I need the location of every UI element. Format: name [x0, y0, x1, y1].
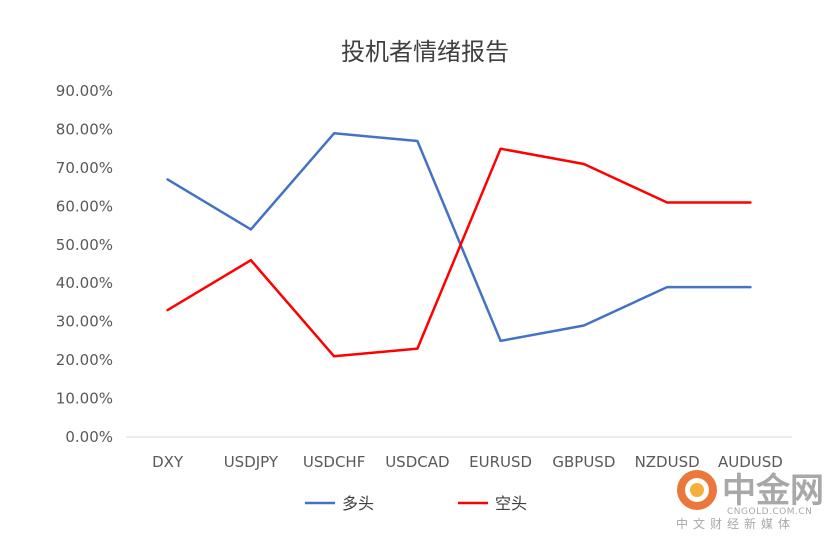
x-tick-label: USDCAD	[385, 453, 449, 471]
series-line-1	[166, 147, 752, 358]
x-tick-label: NZDUSD	[635, 453, 700, 471]
chart-title: 投机者情绪报告	[341, 38, 509, 66]
watermark-brand: 中金网	[722, 471, 824, 511]
x-tick-label: DXY	[152, 453, 184, 471]
y-tick-label: 0.00%	[65, 428, 113, 446]
watermark-logo-icon	[677, 470, 717, 510]
x-axis: DXY USDJPY USDCHF USDCAD EURUSD GBPUSD NZDUSD A…	[152, 453, 783, 471]
y-tick-label: 80.00%	[56, 120, 113, 138]
x-tick-label: AUDUSD	[718, 453, 783, 471]
y-tick-label: 90.00%	[56, 82, 113, 100]
y-tick-label: 70.00%	[56, 159, 113, 177]
series-line-0	[166, 132, 752, 343]
y-tick-label: 50.00%	[56, 236, 113, 254]
legend-label-0: 多头	[342, 494, 374, 513]
y-tick-label: 60.00%	[56, 197, 113, 215]
y-tick-label: 20.00%	[56, 351, 113, 369]
x-tick-label: USDJPY	[224, 453, 279, 471]
watermark-tagline: 中文财经新媒体	[676, 516, 795, 531]
legend: 多头 空头	[305, 494, 527, 513]
watermark-domain: CNGOLD.COM.CN	[727, 507, 812, 517]
y-tick-label: 40.00%	[56, 274, 113, 292]
y-axis: 0.00% 10.00% 20.00% 30.00% 40.00% 50.00% 60.00…	[56, 82, 113, 446]
x-tick-label: EURUSD	[469, 453, 532, 471]
legend-label-1: 空头	[495, 494, 527, 513]
plot-area	[166, 132, 752, 358]
y-tick-label: 30.00%	[56, 313, 113, 331]
x-tick-label: USDCHF	[303, 453, 365, 471]
x-tick-label: GBPUSD	[552, 453, 615, 471]
y-tick-label: 10.00%	[56, 390, 113, 408]
watermark: 中金网 CNGOLD.COM.CN 中文财经新媒体	[676, 470, 824, 531]
